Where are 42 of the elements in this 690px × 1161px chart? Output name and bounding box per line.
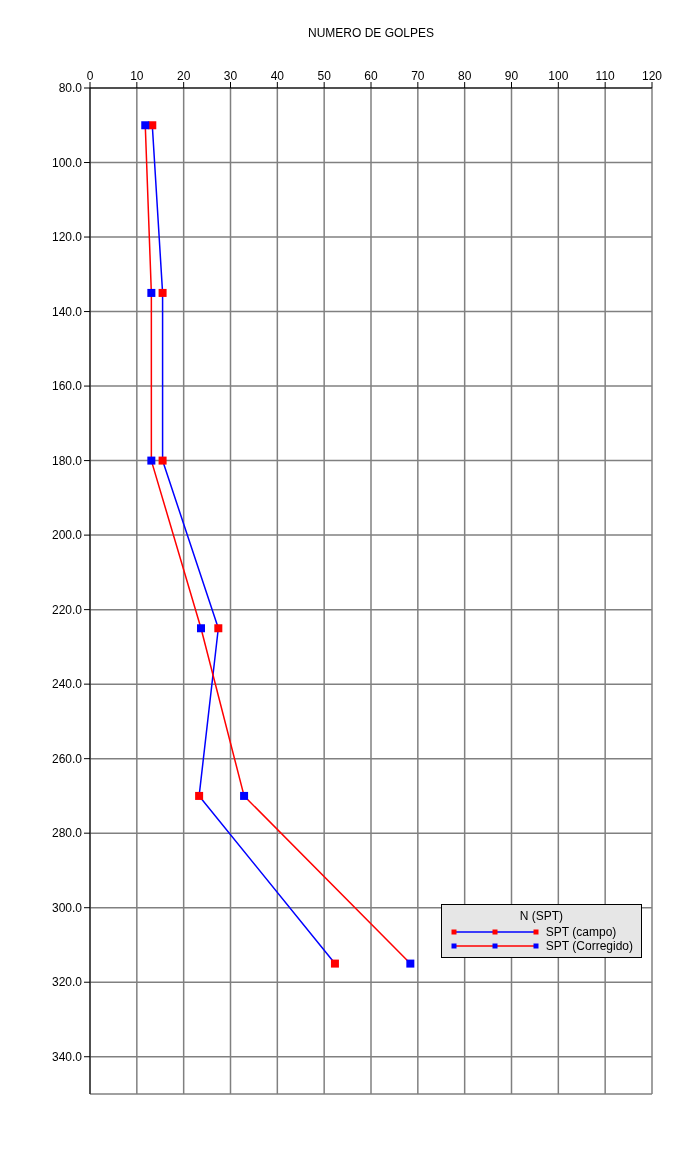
- x-tick-label: 40: [270, 69, 285, 83]
- y-tick-label: 300.0: [51, 900, 83, 915]
- point: [406, 959, 415, 968]
- x-tick-label: 100: [548, 69, 569, 83]
- legend-label: SPT (Corregido): [545, 939, 633, 953]
- y-tick-label: 260.0: [51, 751, 83, 766]
- point: [158, 288, 167, 297]
- y-tick-label: 340.0: [51, 1050, 83, 1064]
- x-tick-label: 0: [86, 69, 94, 83]
- x-axis-title: NUMERO DE GOLPES: [307, 25, 435, 40]
- x-tick-label: 80: [457, 69, 472, 83]
- y-tick-label: 80.0: [58, 81, 83, 96]
- x-tick-label: 110: [595, 69, 616, 83]
- point: [141, 121, 150, 130]
- y-tick-label: 100.0: [51, 155, 83, 170]
- y-tick-label: 160.0: [51, 379, 83, 394]
- y-tick-label: 320.0: [51, 975, 83, 990]
- point: [240, 791, 249, 800]
- y-tick-label: 220.0: [51, 602, 83, 617]
- x-tick-label: 60: [364, 69, 378, 83]
- y-tick-label: 200.0: [51, 528, 83, 543]
- point: [197, 624, 205, 633]
- y-tick-label: 240.0: [51, 677, 83, 692]
- y-tick-label: 120.0: [51, 230, 83, 245]
- y-tick-label: 180.0: [51, 453, 83, 468]
- point: [330, 959, 339, 968]
- legend-title: N (SPT): [518, 909, 565, 923]
- y-tick-label: 280.0: [51, 826, 83, 841]
- x-tick-label: 30: [223, 69, 238, 83]
- x-tick-label: 90: [504, 69, 519, 83]
- x-tick-label: 50: [317, 69, 332, 83]
- x-tick-label: 120: [641, 69, 663, 83]
- legend-label: SPT (campo): [545, 925, 617, 939]
- x-tick-label: 20: [176, 69, 191, 83]
- x-tick-label: 70: [411, 69, 425, 83]
- point: [158, 456, 167, 465]
- point: [147, 288, 156, 297]
- point: [195, 791, 204, 800]
- y-tick-label: 140.0: [51, 304, 83, 319]
- point: [214, 624, 223, 633]
- x-tick-label: 10: [130, 69, 144, 83]
- point: [147, 456, 156, 465]
